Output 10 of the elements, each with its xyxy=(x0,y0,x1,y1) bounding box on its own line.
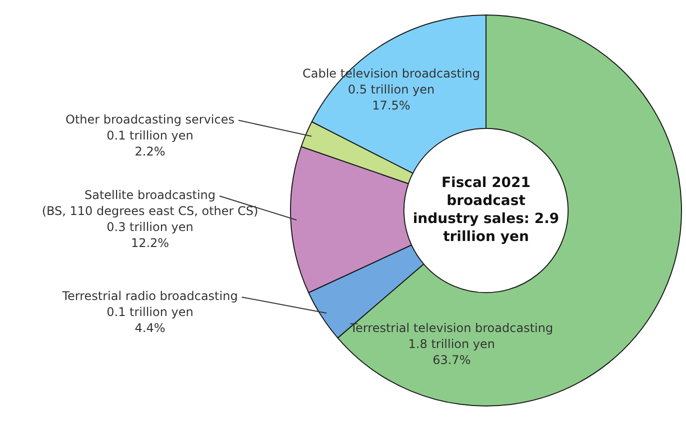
data-label: 0.1 trillion yen 2.2% xyxy=(106,128,194,158)
data-label: 0.1 trillion yen 4.4% xyxy=(106,305,194,336)
data-label: 0.5 trillion yen 17.5% xyxy=(348,82,435,113)
slice-label: Terrestrial television broadcasting xyxy=(349,321,554,336)
slice-label: Other broadcasting services xyxy=(65,112,235,126)
slice-label: Terrestrial radio broadcasting xyxy=(61,289,238,304)
text: Fiscal 2021 broadcast industry sales: 2.9 trillion yen xyxy=(412,175,560,246)
data-label: 1.8 trillion yen 63.7% xyxy=(408,337,496,368)
slice-label: Satellite broadcasting (BS, 110 degrees east CS, other CS) xyxy=(42,188,258,218)
data-label: 0.3 trillion yen 12.2% xyxy=(106,220,194,250)
